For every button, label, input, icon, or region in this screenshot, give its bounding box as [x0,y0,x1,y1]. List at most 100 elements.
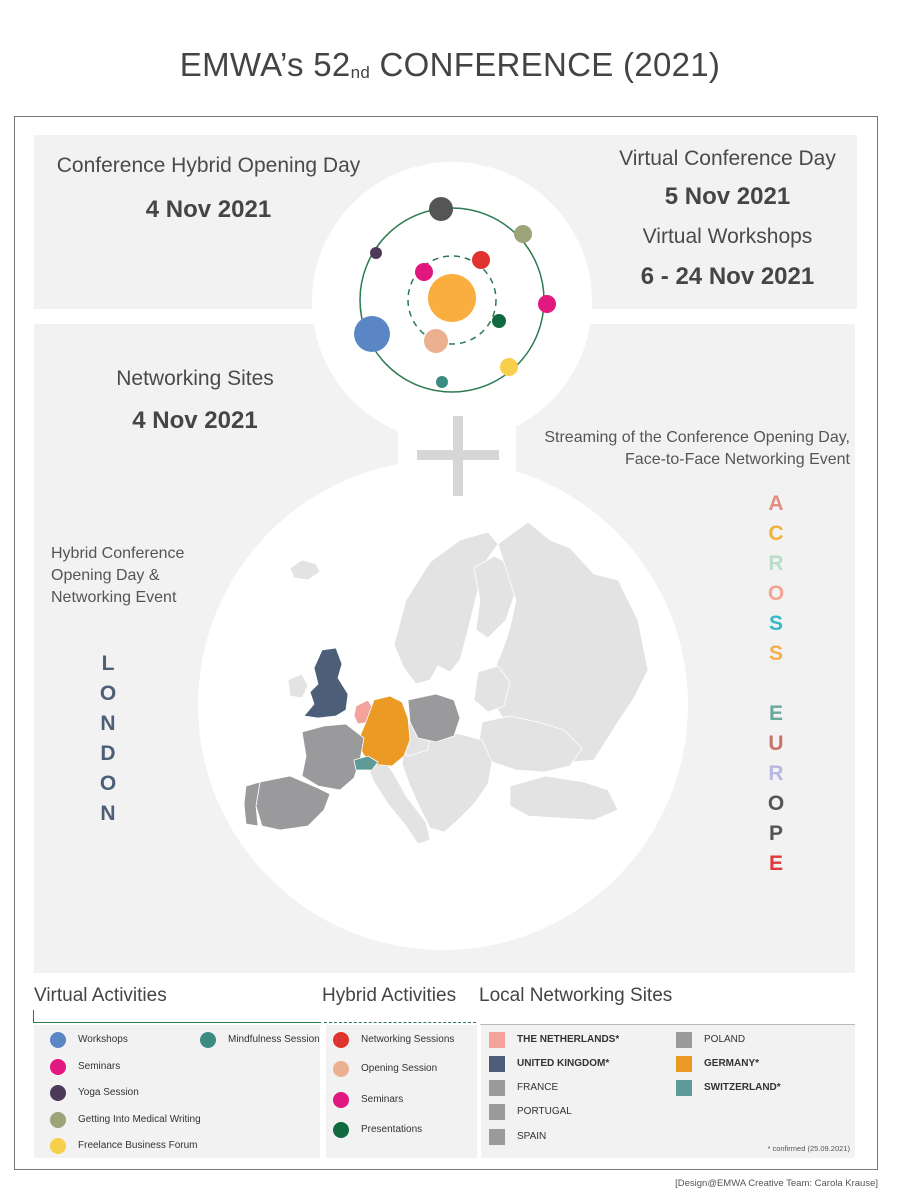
magenta-planet-icon [415,263,433,281]
hybrid-activities-title: Hybrid Activities [322,985,457,1006]
hybrid-note-line-2: Opening Day & [51,567,160,584]
legend-label: Mindfulness Session [228,1034,320,1045]
legend-label: Presentations [361,1124,423,1135]
networking-date: 4 Nov 2021 [132,407,258,434]
virtual-day-heading: Virtual Conference Day [619,147,836,170]
legend-label: Yoga Session [78,1087,139,1098]
poland-region [407,693,461,743]
design-credit: [Design@EMWA Creative Team: Carola Kraus… [675,1178,878,1189]
virtual-underline [33,1022,321,1023]
legend-label: PORTUGAL [517,1106,572,1117]
virtual-legend-box [34,1025,320,1158]
legend-dot [333,1122,349,1138]
page-title: EMWA’s 52nd CONFERENCE (2021) [0,46,900,84]
streaming-line-1: Streaming of the Conference Opening Day, [544,429,850,446]
london-letter: D [100,742,116,765]
opening-day-date: 4 Nov 2021 [145,196,272,223]
legend-label: Opening Session [361,1063,438,1074]
olive-planet-icon [514,225,532,243]
blue-planet-icon [354,316,390,352]
legend-swatch [489,1080,505,1096]
sun-icon [428,274,476,322]
virtual-activities-title: Virtual Activities [34,985,167,1006]
title-rest: CONFERENCE (2021) [370,46,721,83]
legend-swatch [489,1129,505,1145]
legend-dot [50,1138,66,1154]
spain-region [255,775,331,831]
legend-label: Getting Into Medical Writing [78,1114,201,1125]
uk-region [303,647,349,719]
local-legend-box [481,1025,855,1158]
legend-label: Seminars [78,1061,121,1072]
red-planet-icon [472,251,490,269]
opening-day-heading: Conference Hybrid Opening Day [56,154,361,177]
legend-label: Freelance Business Forum [78,1140,198,1151]
virtual-underline-tick [33,1010,34,1022]
legend-swatch [489,1032,505,1048]
across-letter: C [768,522,784,545]
europe-letter: E [768,702,783,725]
peach-planet-icon [424,329,448,353]
portugal-region [243,781,261,827]
london-letter: N [100,802,116,825]
across-letter: S [768,642,783,665]
workshops-date: 6 - 24 Nov 2021 [640,263,815,290]
europe-letter: R [768,762,784,785]
legend-swatch [489,1056,505,1072]
green-planet-icon [492,314,506,328]
legend-dot [333,1061,349,1077]
across-letter: R [768,552,784,575]
orbit-graphic [354,197,556,393]
europe-letter: U [768,732,784,755]
legend-label: POLAND [704,1034,746,1045]
switzerland-region [353,755,379,771]
legend-swatch [676,1032,692,1048]
london-letter: L [101,652,115,675]
legend-dot [333,1092,349,1108]
legend-dot [50,1085,66,1101]
legend-dot [200,1032,216,1048]
legend-dot [50,1032,66,1048]
london-letter: N [100,712,116,735]
legend-label: Seminars [361,1094,404,1105]
legend-swatch [489,1104,505,1120]
hybrid-legend-box [326,1025,477,1158]
europe-map [243,521,649,845]
plus-icon [453,416,463,496]
yellow-planet-icon [500,358,518,376]
teal-planet-icon [436,376,448,388]
local-underline [480,1024,855,1025]
title-superscript: nd [350,63,371,82]
local-sites-title: Local Networking Sites [479,985,673,1006]
legend-swatch [676,1080,692,1096]
hybrid-underline [324,1022,476,1023]
germany-region [359,695,411,767]
title-main: EMWA’s 52 [179,46,351,83]
legend-swatch [676,1056,692,1072]
france-region [301,723,365,791]
across-letter: O [767,582,785,605]
legend-label: FRANCE [517,1082,559,1093]
europe-letter: P [768,822,783,845]
workshops-heading: Virtual Workshops [642,225,813,248]
legend-label: SWITZERLAND* [704,1082,781,1093]
london-letter: O [99,682,117,705]
across-letter: A [768,492,784,515]
hybrid-note-line-3: Networking Event [51,589,177,606]
legend-label: THE NETHERLANDS* [517,1034,620,1045]
legend-label: GERMANY* [704,1058,760,1069]
streaming-line-2: Face-to-Face Networking Event [625,451,850,468]
legend-label: Workshops [78,1034,128,1045]
legend-label: SPAIN [517,1131,547,1142]
virtual-day-date: 5 Nov 2021 [664,183,791,210]
dark-planet-icon [429,197,453,221]
poster-frame [14,116,878,1170]
purple-planet-icon [370,247,382,259]
legend-label: Networking Sessions [361,1034,455,1045]
london-letter: O [99,772,117,795]
confirmed-footnote: * confirmed (25.09.2021) [767,1144,850,1153]
legend-dot [50,1112,66,1128]
